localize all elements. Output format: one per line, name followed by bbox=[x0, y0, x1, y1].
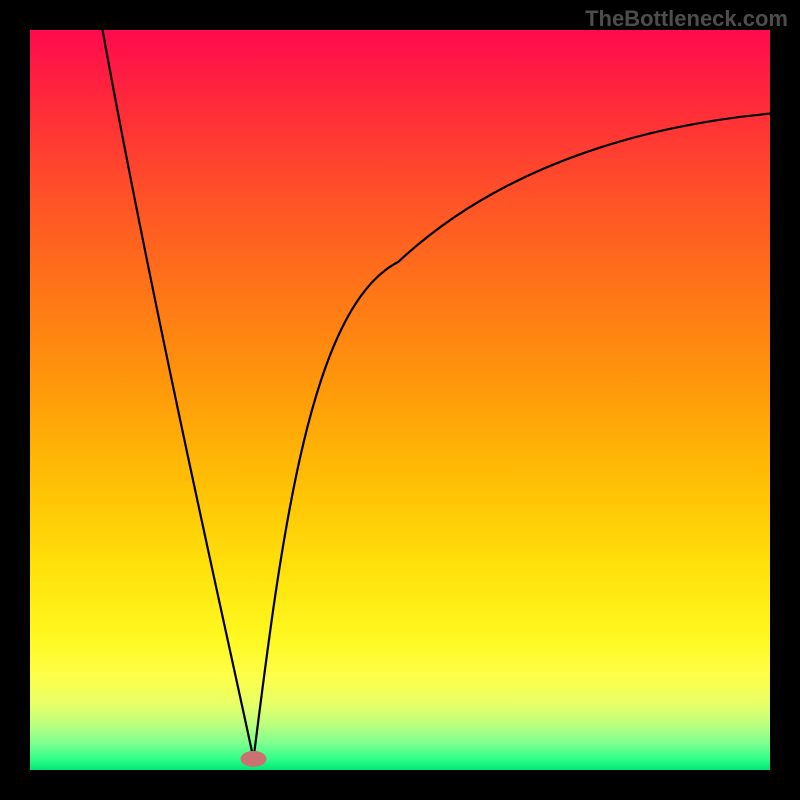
watermark-text: TheBottleneck.com bbox=[585, 6, 788, 32]
outer-frame: TheBottleneck.com bbox=[0, 0, 800, 800]
plot-area bbox=[30, 30, 770, 770]
apex-marker bbox=[240, 751, 266, 767]
chart-svg bbox=[0, 0, 800, 800]
